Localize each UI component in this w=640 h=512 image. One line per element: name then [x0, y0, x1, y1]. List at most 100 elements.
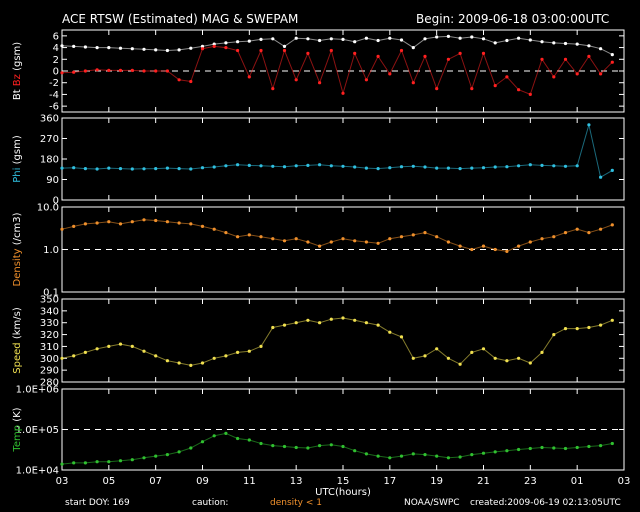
data-point: [318, 244, 322, 248]
data-point: [107, 46, 111, 50]
data-point: [200, 361, 205, 365]
data-point: [236, 436, 240, 441]
data-point: [493, 356, 497, 360]
y-tick-label: 180: [40, 155, 59, 166]
source-label: NOAA/SWPC: [404, 498, 460, 508]
data-point: [610, 168, 614, 172]
data-point: [259, 235, 263, 239]
data-point: [481, 37, 486, 41]
data-point: [458, 36, 462, 40]
data-point: [212, 165, 216, 169]
data-point: [83, 167, 87, 171]
data-point: [306, 240, 310, 244]
y-tick-label: 10.0: [37, 203, 59, 214]
data-point: [154, 69, 158, 73]
data-point: [423, 231, 427, 235]
data-point: [388, 72, 392, 76]
data-point: [481, 347, 486, 351]
data-point: [154, 454, 158, 458]
data-point: [446, 34, 450, 39]
data-point: [271, 87, 275, 91]
data-point: [165, 453, 169, 457]
data-point: [118, 167, 123, 171]
data-point: [165, 359, 169, 363]
data-point: [540, 237, 544, 241]
data-point: [435, 35, 439, 39]
y-tick-label: 280: [40, 378, 59, 389]
y-axis-label: Phi (gsm): [12, 135, 23, 183]
data-point: [294, 445, 298, 450]
y-tick-label: 310: [40, 342, 59, 353]
data-point: [294, 164, 298, 168]
data-point: [271, 325, 275, 330]
y-tick-label: 320: [40, 330, 59, 341]
data-point: [247, 349, 251, 353]
data-point: [294, 36, 298, 40]
data-point: [446, 356, 450, 360]
data-point: [411, 164, 415, 168]
data-point: [247, 39, 251, 43]
data-point: [552, 164, 556, 168]
data-point: [470, 35, 474, 39]
data-point: [224, 354, 228, 358]
data-point: [118, 342, 123, 346]
data-point: [95, 460, 99, 464]
x-tick-label: 15: [337, 476, 350, 487]
series-bz: [60, 44, 614, 96]
data-point: [329, 443, 333, 447]
data-point: [376, 241, 380, 245]
data-point: [493, 165, 497, 169]
series-phi: [60, 123, 614, 179]
data-point: [329, 317, 333, 321]
data-point: [329, 240, 333, 244]
data-point: [189, 46, 193, 50]
data-point: [388, 456, 392, 460]
data-point: [130, 458, 134, 462]
data-point: [364, 321, 368, 325]
data-point: [399, 454, 404, 458]
data-point: [470, 247, 474, 252]
data-point: [118, 46, 123, 50]
data-point: [446, 166, 450, 170]
data-point: [481, 451, 486, 455]
data-point: [446, 456, 450, 460]
data-point: [610, 318, 614, 322]
y-tick-label: 1.0E+06: [16, 385, 59, 396]
begin-timestamp: Begin: 2009-06-18 03:00:00UTC: [416, 12, 610, 26]
y-tick-label: 300: [40, 354, 59, 365]
data-point: [610, 53, 614, 57]
data-point: [435, 235, 439, 239]
data-point: [271, 444, 275, 448]
y-axis-label: Temp (K): [12, 407, 23, 452]
y-tick-label: 0: [53, 196, 59, 207]
data-point: [177, 221, 181, 225]
data-point: [458, 167, 462, 171]
data-point: [154, 354, 158, 358]
data-point: [60, 227, 64, 231]
figure-title: ACE RTSW (Estimated) MAG & SWEPAM: [62, 12, 299, 26]
data-point: [423, 165, 427, 169]
data-point: [446, 240, 450, 244]
y-axis-label: Bt Bz (gsm): [12, 42, 23, 100]
data-point: [341, 237, 345, 241]
data-point: [60, 356, 64, 360]
data-point: [575, 327, 579, 331]
x-tick-label: 19: [430, 476, 443, 487]
data-point: [481, 51, 486, 56]
data-point: [552, 41, 556, 45]
data-point: [318, 163, 322, 167]
data-point: [563, 164, 568, 168]
data-point: [95, 68, 99, 72]
data-point: [165, 48, 169, 53]
data-point: [399, 38, 404, 42]
series-speed: [60, 316, 614, 367]
data-point: [575, 72, 579, 76]
data-point: [376, 323, 380, 327]
data-point: [329, 164, 333, 168]
data-point: [107, 68, 111, 72]
data-point: [165, 69, 169, 73]
data-point: [435, 347, 439, 351]
data-point: [200, 224, 205, 228]
data-point: [95, 347, 99, 351]
